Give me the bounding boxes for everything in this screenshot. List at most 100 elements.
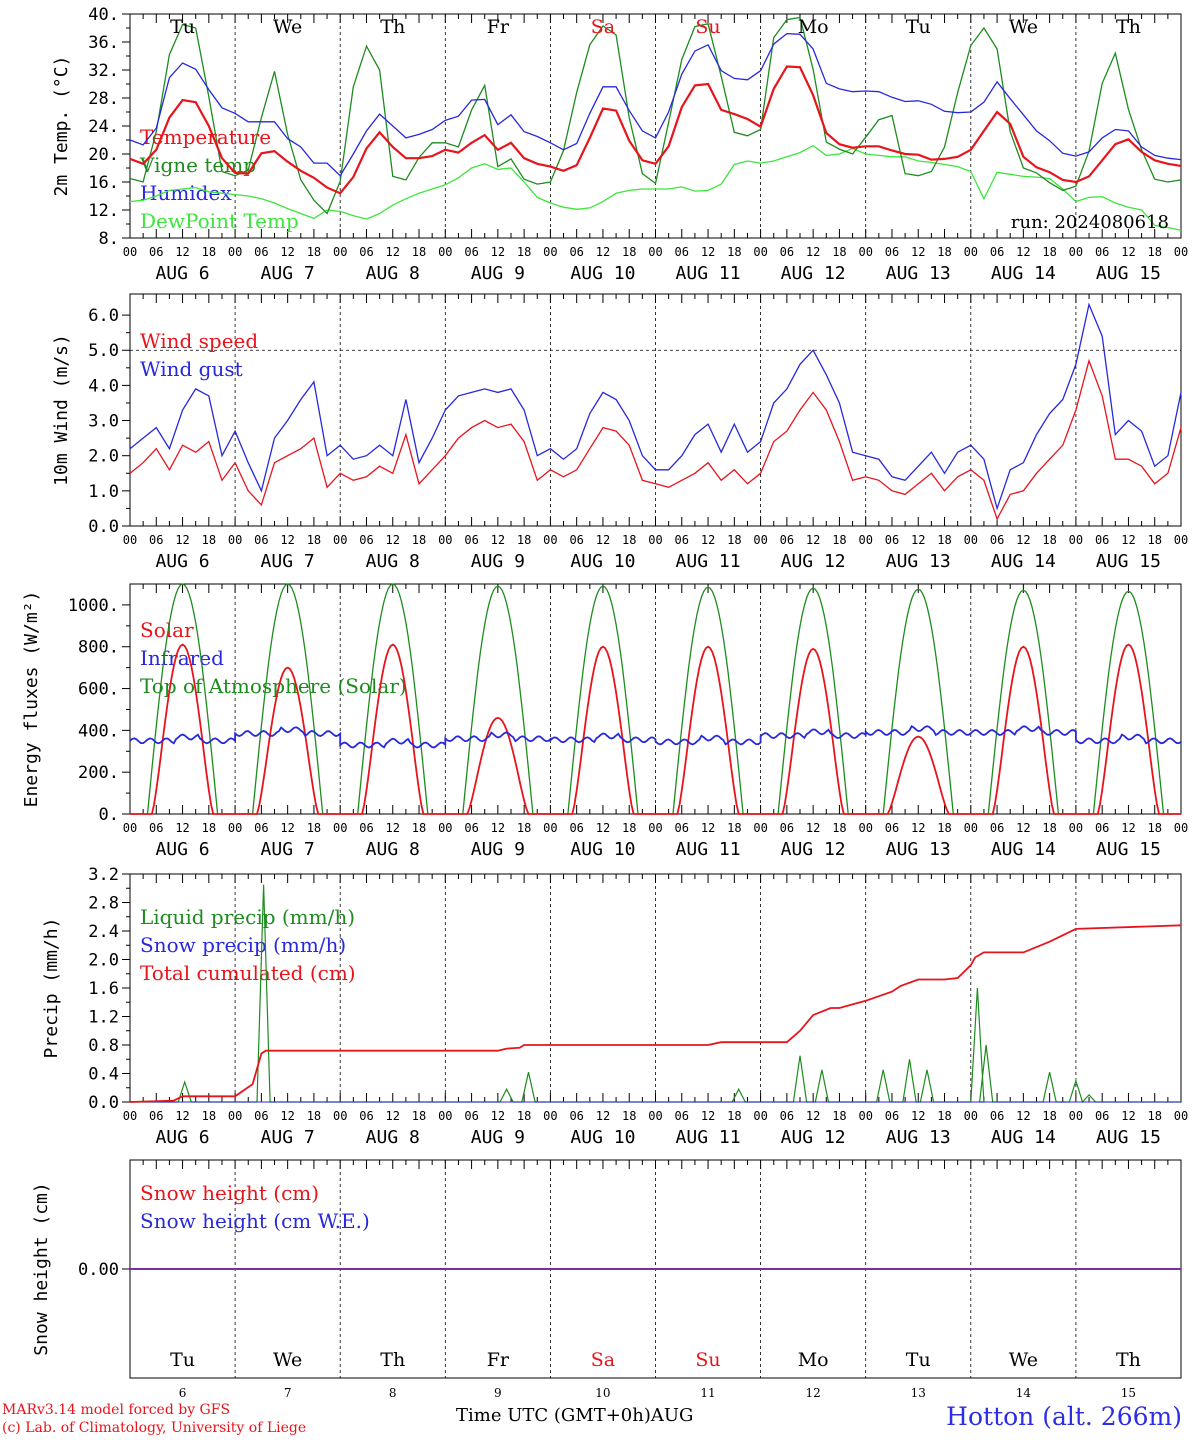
y-tick-label: 20. [88, 145, 119, 165]
date-label: AUG 13 [886, 263, 951, 284]
hour-tick-label: 00 [1069, 245, 1083, 259]
hour-tick-label: 18 [832, 821, 846, 835]
hour-tick-label: 18 [517, 821, 531, 835]
date-label: AUG 15 [1096, 839, 1161, 860]
hour-tick-label: 12 [1016, 533, 1030, 547]
hour-tick-label: 06 [149, 245, 163, 259]
series-line-vigne-temp [129, 16, 1182, 215]
hour-tick-label: 12 [280, 245, 294, 259]
weekday-label: We [1009, 16, 1038, 38]
hour-tick-label: 12 [596, 821, 610, 835]
date-label: AUG 14 [991, 263, 1056, 284]
hour-tick-label: 12 [280, 1109, 294, 1123]
y-tick-label: 1000. [68, 596, 119, 616]
y-axis-label: 10m Wind (m/s) [51, 334, 72, 486]
hour-tick-label: 18 [832, 245, 846, 259]
date-label: AUG 11 [676, 1127, 741, 1148]
hour-tick-label: 12 [1016, 1109, 1030, 1123]
station-title: Hotton (alt. 266m) [946, 1402, 1182, 1431]
hour-tick-label: 18 [412, 533, 426, 547]
y-tick-label: 12. [88, 201, 119, 221]
hour-tick-label: 06 [675, 533, 689, 547]
hour-tick-label: 18 [727, 1109, 741, 1123]
day-number-label: 8 [389, 1386, 397, 1400]
hour-tick-label: 00 [858, 245, 872, 259]
y-tick-label: 36. [88, 33, 119, 53]
y-tick-label: 40. [88, 5, 119, 25]
legend-label: Snow height (cm) [140, 1181, 319, 1205]
weekday-label: Fr [487, 16, 510, 38]
hour-tick-label: 00 [333, 1109, 347, 1123]
date-label: AUG 14 [991, 1127, 1056, 1148]
weekday-label: Sa [591, 16, 615, 38]
hour-tick-label: 00 [1069, 821, 1083, 835]
hour-tick-label: 18 [622, 533, 636, 547]
day-number-label: 9 [494, 1386, 502, 1400]
hour-tick-label: 18 [307, 821, 321, 835]
weekday-label: Th [380, 16, 405, 38]
hour-tick-label: 00 [1174, 245, 1188, 259]
hour-tick-label: 06 [780, 533, 794, 547]
date-label: AUG 11 [676, 551, 741, 572]
date-label: AUG 7 [261, 839, 315, 860]
hour-tick-label: 00 [964, 1109, 978, 1123]
hour-tick-label: 18 [517, 1109, 531, 1123]
hour-tick-label: 12 [280, 821, 294, 835]
date-label: AUG 6 [155, 551, 209, 572]
hour-tick-label: 18 [1042, 245, 1056, 259]
hour-tick-label: 06 [254, 1109, 268, 1123]
day-number-label: 12 [806, 1386, 821, 1400]
y-tick-label: 2.8 [88, 894, 119, 914]
legend-label: Wind gust [140, 357, 243, 381]
hour-tick-label: 00 [438, 245, 452, 259]
hour-tick-label: 12 [175, 821, 189, 835]
date-label: AUG 8 [366, 839, 420, 860]
legend-label: Top of Atmosphere (Solar) [140, 674, 407, 698]
hour-tick-label: 18 [517, 245, 531, 259]
hour-tick-label: 12 [806, 245, 820, 259]
hour-tick-label: 18 [937, 1109, 951, 1123]
hour-tick-label: 18 [517, 533, 531, 547]
hour-tick-label: 06 [780, 821, 794, 835]
y-tick-label: 3.0 [88, 412, 119, 432]
hour-tick-label: 00 [964, 245, 978, 259]
hour-tick-label: 00 [648, 1109, 662, 1123]
hour-tick-label: 06 [254, 821, 268, 835]
hour-tick-label: 06 [1095, 533, 1109, 547]
hour-tick-label: 18 [412, 1109, 426, 1123]
hour-tick-label: 00 [648, 821, 662, 835]
hour-tick-label: 06 [1095, 821, 1109, 835]
hour-tick-label: 00 [438, 533, 452, 547]
weekday-label: Th [380, 1349, 405, 1371]
date-label: AUG 9 [471, 551, 525, 572]
hour-tick-label: 06 [569, 533, 583, 547]
hour-tick-label: 06 [675, 1109, 689, 1123]
y-tick-label: 1.6 [88, 979, 119, 999]
series-line-wind-gust [129, 302, 1182, 511]
weekday-label: Th [1116, 16, 1141, 38]
weekday-label: Tu [906, 16, 931, 38]
hour-tick-label: 06 [1095, 1109, 1109, 1123]
hour-tick-label: 00 [648, 533, 662, 547]
hour-tick-label: 06 [464, 245, 478, 259]
date-label: AUG 12 [781, 839, 846, 860]
hour-tick-label: 00 [228, 533, 242, 547]
hour-tick-label: 00 [438, 1109, 452, 1123]
run-label: run: 2024080618 [1011, 212, 1169, 233]
hour-tick-label: 00 [123, 533, 137, 547]
hour-tick-label: 18 [1147, 245, 1161, 259]
y-tick-label: 6.0 [88, 306, 119, 326]
hour-tick-label: 06 [464, 1109, 478, 1123]
hour-tick-label: 12 [1121, 1109, 1135, 1123]
y-tick-label: 32. [88, 61, 119, 81]
panel-1: 00 06 12 18 00 06 12 18 00 06 12 18 00 06 12 18 00 06 12 18… [51, 5, 1188, 284]
y-tick-label: 0.0 [88, 1093, 119, 1113]
hour-tick-label: 00 [648, 245, 662, 259]
hour-tick-label: 12 [806, 821, 820, 835]
weekday-label: Mo [798, 1349, 829, 1371]
hour-tick-label: 06 [254, 533, 268, 547]
hour-tick-label: 06 [359, 821, 373, 835]
series-line-liquid-precip [130, 884, 1181, 1104]
y-tick-label: 16. [88, 173, 119, 193]
date-label: AUG 13 [886, 551, 951, 572]
